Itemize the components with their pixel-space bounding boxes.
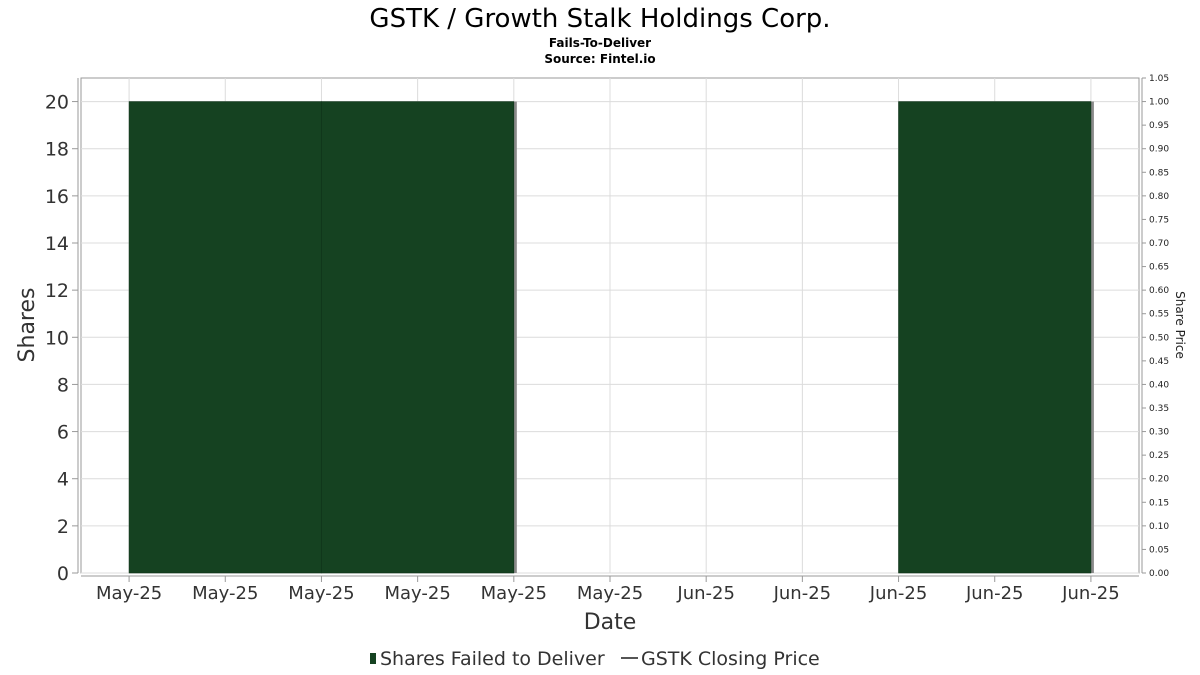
y2-tick-label: 0.85 — [1149, 168, 1169, 178]
y2-tick-label: 0.40 — [1149, 380, 1169, 390]
y2-tick-label: 0.50 — [1149, 333, 1169, 343]
y2-tick-label: 1.05 — [1149, 74, 1169, 84]
y2-tick-label: 0.25 — [1149, 451, 1169, 461]
y2-tick-label: 0.60 — [1149, 286, 1169, 296]
y2-tick-label: 1.00 — [1149, 98, 1169, 108]
bar-shadow — [1089, 101, 1094, 574]
y2-tick-label: 0.35 — [1149, 404, 1169, 414]
y2-tick-label: 0.45 — [1149, 357, 1169, 367]
y2-tick-label: 0.75 — [1149, 215, 1169, 225]
y2-tick-label: 0.80 — [1149, 192, 1169, 202]
y2-tick-label: 0.05 — [1149, 545, 1169, 555]
y2-tick-label: 0.15 — [1149, 498, 1169, 508]
bar-shadow — [512, 101, 517, 574]
y-tick-label: 12 — [45, 280, 69, 302]
chart-title: GSTK / Growth Stalk Holdings Corp. — [369, 4, 830, 34]
y-tick-label: 0 — [57, 563, 69, 585]
y-tick-label: 14 — [45, 233, 69, 255]
x-tick-label: Jun-25 — [773, 583, 832, 604]
y-tick-label: 20 — [45, 92, 69, 114]
y2-tick-label: 0.55 — [1149, 310, 1169, 320]
y2-tick-label: 0.70 — [1149, 239, 1169, 249]
x-tick-label: Jun-25 — [676, 583, 735, 604]
y2-tick-label: 0.10 — [1149, 522, 1169, 532]
legend-ftd-label: Shares Failed to Deliver — [380, 648, 605, 670]
legend-ftd-swatch — [370, 653, 376, 664]
legend-price-label: GSTK Closing Price — [641, 648, 820, 670]
legend: Shares Failed to Deliver GSTK Closing Pr… — [370, 648, 820, 670]
ftd-bar — [128, 101, 322, 574]
x-tick-label: May-25 — [384, 583, 450, 604]
x-tick-label: Jun-25 — [1061, 583, 1120, 604]
y2-tick-label: 0.00 — [1149, 569, 1169, 579]
x-tick-label: May-25 — [96, 583, 162, 604]
y2-tick-label: 0.30 — [1149, 428, 1169, 438]
y-axis-label: Shares — [15, 288, 40, 363]
y-tick-label: 6 — [57, 422, 69, 444]
y-tick-label: 18 — [45, 139, 69, 161]
y2-tick-label: 0.95 — [1149, 121, 1169, 131]
ftd-bar — [898, 101, 1092, 574]
x-tick-label: May-25 — [288, 583, 354, 604]
y-tick-label: 4 — [57, 469, 69, 491]
x-tick-label: May-25 — [192, 583, 258, 604]
y2-tick-label: 0.65 — [1149, 263, 1169, 273]
y2-tick-label: 0.90 — [1149, 145, 1169, 155]
chart-source: Source: Fintel.io — [544, 52, 655, 66]
bars — [128, 101, 1094, 574]
chart-subtitle: Fails-To-Deliver — [549, 36, 651, 50]
x-axis-label: Date — [584, 610, 637, 635]
x-tick-label: May-25 — [481, 583, 547, 604]
y-tick-label: 8 — [57, 374, 69, 396]
y2-axis-label: Share Price — [1173, 291, 1187, 359]
y2-tick-label: 0.20 — [1149, 475, 1169, 485]
x-tick-label: May-25 — [577, 583, 643, 604]
x-tick-label: Jun-25 — [965, 583, 1024, 604]
ftd-bar — [321, 101, 515, 574]
x-tick-label: Jun-25 — [869, 583, 928, 604]
axis-ticks: 0 2 4 6 8 10 12 14 16 18 20 May-25 May-25 May-25 May-2… — [45, 74, 1170, 604]
y-tick-label: 2 — [57, 516, 69, 538]
y-tick-label: 10 — [45, 327, 69, 349]
y-tick-label: 16 — [45, 186, 69, 208]
